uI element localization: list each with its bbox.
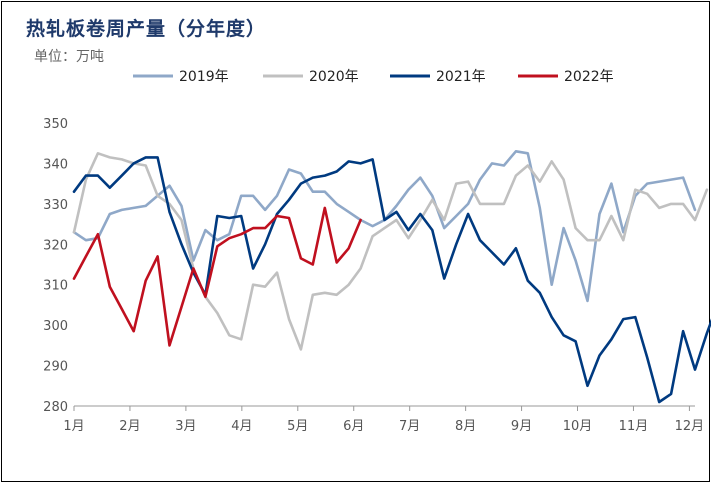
y-tick-label: 310 bbox=[43, 279, 68, 294]
x-tick-label: 2月 bbox=[119, 419, 140, 434]
y-tick-label: 350 bbox=[43, 117, 68, 132]
x-tick-label: 6月 bbox=[343, 419, 364, 434]
legend-label: 2019年 bbox=[179, 69, 229, 85]
x-tick-label: 10月 bbox=[563, 419, 593, 434]
y-tick-label: 280 bbox=[43, 400, 68, 415]
unit-label: 单位：万吨 bbox=[34, 49, 104, 65]
y-tick-label: 290 bbox=[43, 360, 68, 375]
chart-title: 热轧板卷周产量（分年度） bbox=[26, 18, 267, 40]
x-tick-label: 9月 bbox=[511, 419, 532, 434]
legend-label: 2020年 bbox=[309, 69, 359, 85]
legend-label: 2021年 bbox=[436, 69, 486, 85]
series-line-2021年 bbox=[72, 156, 711, 404]
x-tick-label: 8月 bbox=[455, 419, 476, 434]
x-tick-label: 3月 bbox=[175, 419, 196, 434]
x-tick-label: 4月 bbox=[231, 419, 252, 434]
series-line-2019年 bbox=[72, 150, 697, 303]
y-tick-label: 330 bbox=[43, 198, 68, 213]
x-tick-label: 11月 bbox=[619, 419, 649, 434]
x-tick-label: 1月 bbox=[63, 419, 84, 434]
y-tick-label: 300 bbox=[43, 319, 68, 334]
y-tick-label: 320 bbox=[43, 238, 68, 253]
series-line-2022年 bbox=[72, 206, 362, 347]
legend-label: 2022年 bbox=[564, 69, 614, 85]
x-tick-label: 12月 bbox=[675, 419, 705, 434]
x-tick-label: 7月 bbox=[399, 419, 420, 434]
y-tick-label: 340 bbox=[43, 157, 68, 172]
series-line-2020年 bbox=[72, 152, 709, 351]
x-tick-label: 5月 bbox=[287, 419, 308, 434]
